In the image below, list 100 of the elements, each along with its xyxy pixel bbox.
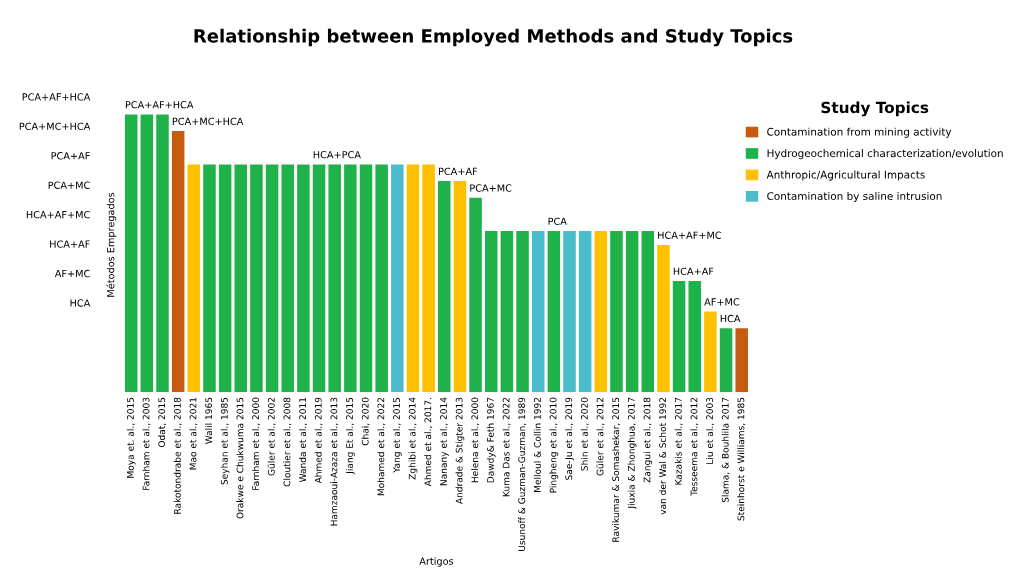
bar (547, 231, 561, 393)
bar (171, 131, 185, 393)
bar (563, 231, 576, 393)
x-tick-label: Wanda et al., 2011 (299, 397, 307, 483)
bar (203, 164, 216, 393)
x-tick-label: Yang et al., 2015 (392, 397, 402, 473)
x-tick-label: Chai, 2020 (361, 397, 370, 446)
x-tick-label: Dawdy& Feth 1967 (486, 397, 496, 483)
text: HCA (70, 299, 91, 307)
legend-title: Study Topics (821, 101, 929, 117)
text: PCA+MC+HCA (19, 122, 91, 131)
annotation: PCA+MC+HCA (172, 117, 244, 126)
bar (688, 281, 702, 393)
bar (625, 231, 639, 393)
x-tick-label: Ahmed et al., 2017. (424, 397, 433, 487)
bar (297, 164, 310, 393)
bar (531, 231, 545, 393)
bar (484, 231, 498, 393)
bar (281, 164, 294, 393)
bar (719, 328, 733, 393)
x-tick-label: Tesseema et al., 2012 (690, 397, 699, 496)
x-tick-label: Mohamed et al., 2022 (377, 397, 386, 496)
bar (641, 231, 655, 393)
annotation: PCA+AF+HCA (125, 101, 194, 109)
x-tick-label: Pingheng et al., 2010 (549, 397, 559, 493)
x-tick-label: Shin et al., 2020 (580, 397, 589, 471)
bar (375, 164, 388, 393)
bar (735, 328, 748, 393)
x-tick-label: Usunoff & Guzman-Guzman, 1989 (518, 397, 527, 551)
bar (359, 164, 373, 393)
bar (516, 231, 529, 393)
x-tick-label: Cloutier et al., 2008 (283, 397, 292, 487)
x-tick-label: Slama, & Bouhlila 2017 (721, 397, 730, 503)
x-axis-title: Artigos (419, 557, 454, 567)
x-tick-label: Helena et al., 2000 (471, 397, 480, 483)
bar (140, 114, 154, 393)
x-tick-label: Zangui et al., 2018 (643, 397, 653, 483)
x-tick-label: Steinhorst e Williams, 1985 (737, 397, 746, 521)
x-tick-label: Güler et al., 2002 (267, 397, 276, 476)
bar (406, 164, 420, 393)
legend-label: Hydrogeochemical characterization/evolution (767, 149, 1003, 160)
bar (422, 164, 435, 393)
annotation: AF+MC (704, 298, 740, 306)
annotation: HCA+AF+MC (658, 231, 722, 239)
bar (657, 244, 670, 393)
x-tick-label: Jiuxia & Zhonghua, 2017 (627, 397, 637, 510)
bar (391, 164, 404, 393)
x-tick-label: Orakwe e Chukwuma 2015 (236, 397, 244, 519)
bar (594, 231, 608, 393)
bar (328, 164, 341, 393)
bar (704, 311, 717, 393)
x-tick-label: Farnham et al., 2000 (252, 397, 260, 490)
bar (312, 164, 326, 393)
bar (500, 231, 514, 393)
bar (578, 231, 592, 393)
x-tick-label: Walil 1965 (205, 397, 213, 444)
bar (124, 114, 138, 393)
legend-label: Contamination from mining activity (767, 127, 952, 138)
x-tick-label: Sae-Ju et al., 2019 (565, 397, 574, 480)
bar (344, 164, 357, 393)
x-tick-label: Farnham et al., 2003 (142, 397, 151, 490)
bar (234, 164, 248, 393)
x-tick-label: Kuma Das et al., 2022 (502, 397, 511, 497)
x-tick-label: van der Wal & Schot 1992 (659, 397, 667, 515)
bar (610, 231, 623, 393)
x-tick-label: Odat, 2015 (158, 397, 167, 448)
text: PCA+AF+HCA (22, 93, 91, 101)
x-tick-label: Hamzaoui-Azaza et al., 2013 (330, 397, 339, 526)
x-tick-label: Nanany et al., 2014 (439, 397, 449, 486)
annotation: PCA (548, 217, 567, 226)
bar (453, 181, 467, 393)
y-axis-title: Métodos Empregados (106, 192, 117, 297)
legend-label: Anthropic/Agricultural Impacts (766, 170, 925, 181)
bar (218, 164, 232, 393)
annotation: HCA+AF (673, 267, 714, 276)
x-tick-label: Mao et al., 2021 (189, 397, 198, 470)
x-tick-label: Ravikumar & Somashekar, 2015 (612, 397, 621, 542)
annotation: PCA+MC (470, 184, 512, 192)
bar (250, 164, 263, 393)
x-tick-label: Jiang Et al., 2015 (345, 397, 355, 475)
bar (156, 114, 169, 393)
text: HCA+AF+MC (26, 210, 90, 219)
text: HCA+AF (50, 240, 90, 248)
x-tick-label: Güler et al., 2012 (596, 397, 605, 476)
bar (469, 197, 482, 393)
x-tick-label: Seyhan et al., 1985 (220, 397, 230, 485)
bar (672, 281, 686, 393)
x-tick-label: Melloul & Collin 1992 (533, 397, 541, 492)
text: PCA+MC (48, 181, 90, 189)
chart-title: Relationship between Employed Methods and Study Topics (194, 28, 793, 47)
x-tick-label: Kazakis et al., 2017 (674, 397, 683, 485)
x-tick-label: Moya et. al., 2015 (126, 397, 136, 478)
annotation: HCA+PCA (313, 151, 361, 159)
text: AF+MC (54, 269, 90, 278)
legend-label: Contamination by saline intrusion (767, 191, 942, 203)
annotation: HCA (720, 314, 741, 323)
annotation: PCA+AF (438, 167, 478, 176)
x-tick-label: Liu et al., 2003 (706, 397, 714, 464)
x-tick-label: Ahmed et al., 2019 (314, 397, 323, 484)
text: PCA+AF (51, 152, 90, 160)
